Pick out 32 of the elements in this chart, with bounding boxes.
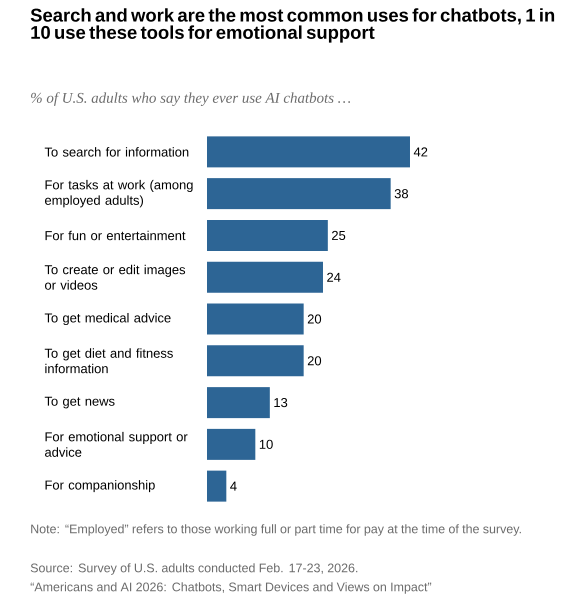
y-tick-label: To get medical advice [44, 312, 171, 326]
bar [207, 387, 270, 418]
y-tick-label: For companionship [46, 480, 155, 492]
data-label: 20 [308, 314, 322, 324]
y-tick-label: To create or edit images or videos [44, 264, 186, 290]
y-tick-label: For fun or entertainment [46, 230, 186, 240]
text: “Americans and AI 2026: Chatbots, Smart Devices and Views on Impact” [30, 582, 432, 594]
y-tick-label: To get diet and fitness information [44, 348, 173, 374]
bar [207, 428, 256, 460]
y-tick-label: For emotional support or advice [45, 432, 188, 457]
bar [207, 220, 328, 251]
data-label: 13 [274, 398, 288, 408]
data-label: 42 [414, 147, 428, 156]
bar [207, 345, 304, 376]
text: Note: “Employed” refers to those working full or part time for pay at the time of the survey. [31, 524, 521, 536]
data-label: 25 [332, 230, 346, 240]
bar [207, 178, 391, 210]
y-tick-label: For tasks at work (among employed adults) [45, 180, 193, 208]
source-note: Source: Survey of U.S. adults conducted Feb. 17-23, 2026. [30, 563, 358, 575]
bar [207, 262, 323, 293]
y-tick-label: To search for information [44, 147, 188, 157]
bar [207, 304, 304, 335]
chart-title: Search and work are the most common uses for chatbots, 1 in 10 use these tools for emotional support [30, 8, 554, 43]
data-label: 38 [394, 189, 408, 198]
chart-subtitle: % of U.S. adults who say they ever use AI chatbots … [31, 92, 350, 106]
y-tick-label: To get news [44, 396, 115, 408]
data-label: 4 [230, 482, 237, 491]
data-label: 20 [308, 356, 322, 366]
bar [207, 136, 410, 168]
data-label: 10 [260, 440, 273, 449]
data-label: 24 [327, 272, 341, 282]
bar [207, 470, 226, 502]
